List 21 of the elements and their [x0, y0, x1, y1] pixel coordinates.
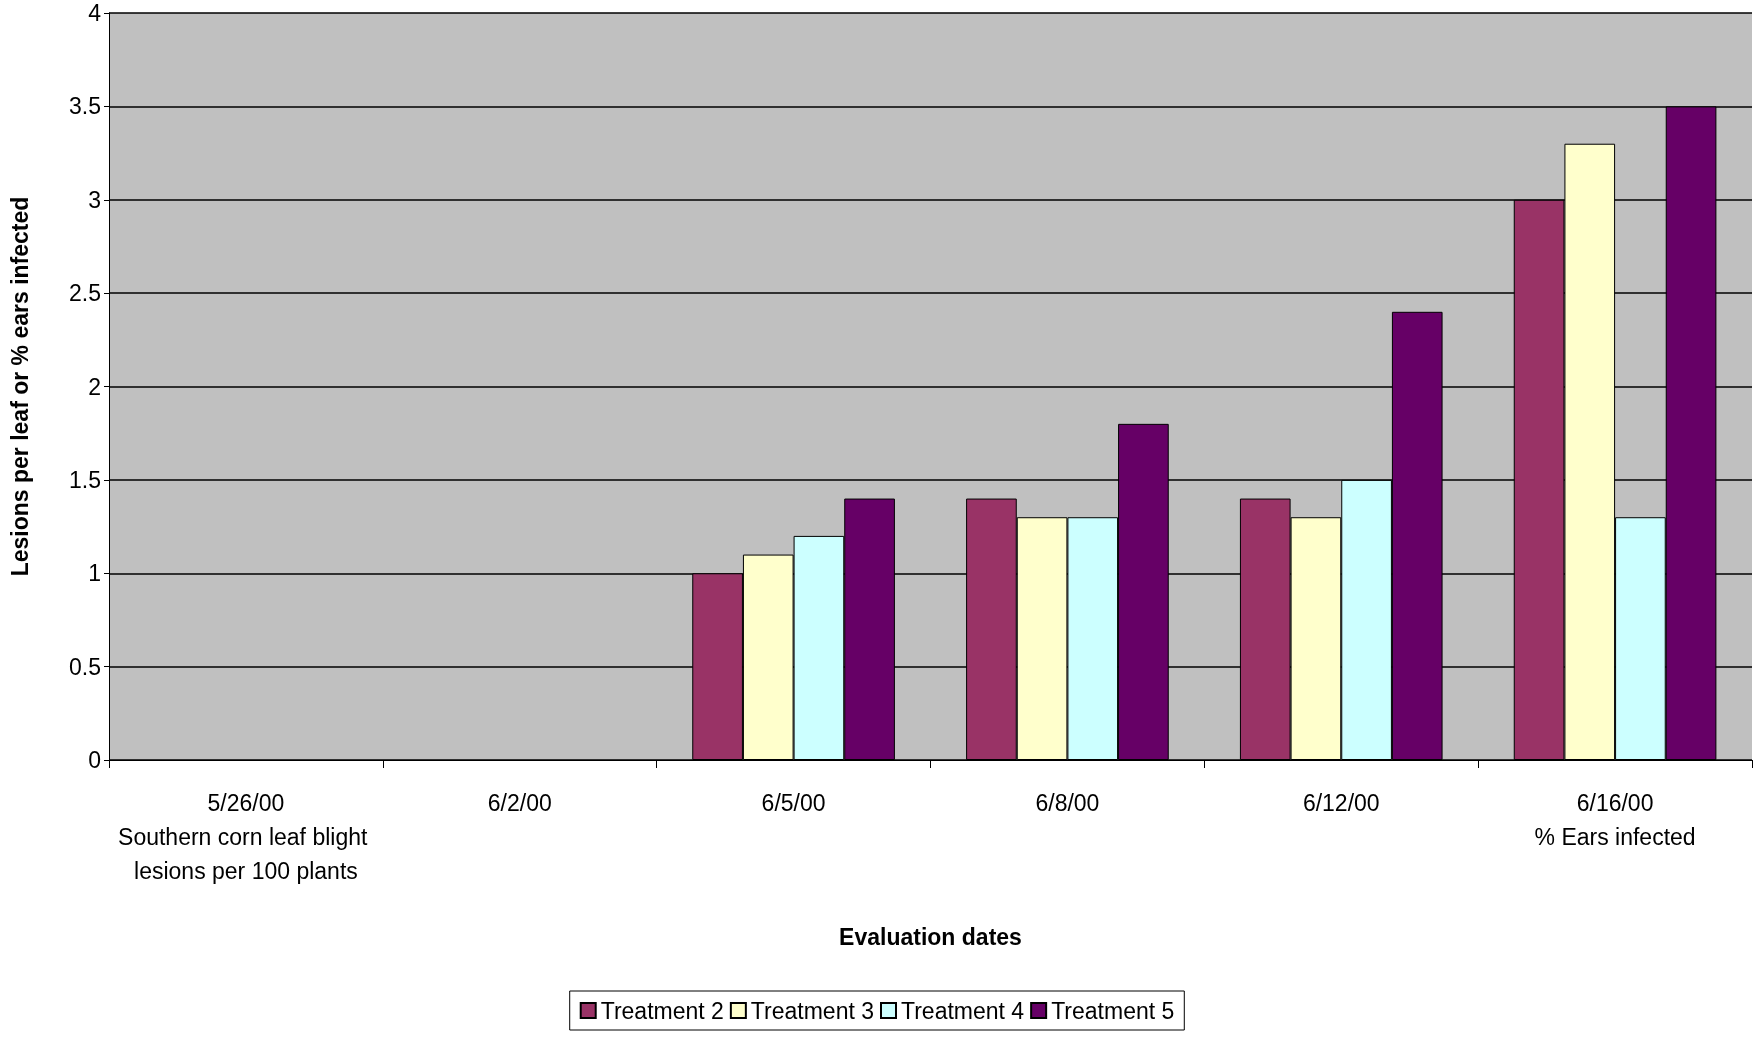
x-tick-label: 6/16/00 % Ears infected	[1534, 790, 1696, 850]
y-tick-label: 1	[88, 560, 101, 587]
y-tick-label: 0.5	[69, 653, 101, 680]
x-tick-label: 6/12/00	[1302, 790, 1380, 816]
legend-label: Treatment 4	[901, 997, 1025, 1024]
y-tick-label: 4	[88, 0, 102, 26]
legend-label: Treatment 3	[750, 997, 875, 1024]
y-tick-label: 2	[88, 373, 101, 400]
x-axis-title: Evaluation dates	[839, 923, 1022, 950]
y-tick-label: 3.5	[69, 93, 101, 120]
legend-label: Treatment 5	[1051, 997, 1175, 1024]
x-tick-label: 6/8/00	[1035, 790, 1100, 816]
legend-label: Treatment 2	[600, 997, 724, 1024]
x-tick-label: 6/2/00	[487, 790, 552, 816]
y-tick-label: 0	[88, 747, 101, 773]
y-tick-label: 2.5	[69, 280, 101, 307]
y-tick-label: 1.5	[69, 466, 101, 493]
y-tick-label: 3	[88, 186, 101, 213]
y-axis-title: Lesions per leaf or % ears infected	[6, 196, 33, 577]
x-tick-label: 5/26/00 Southern corn leaf blight lesions per 100 plants	[118, 790, 374, 884]
x-tick-label: 6/5/00	[761, 790, 826, 816]
